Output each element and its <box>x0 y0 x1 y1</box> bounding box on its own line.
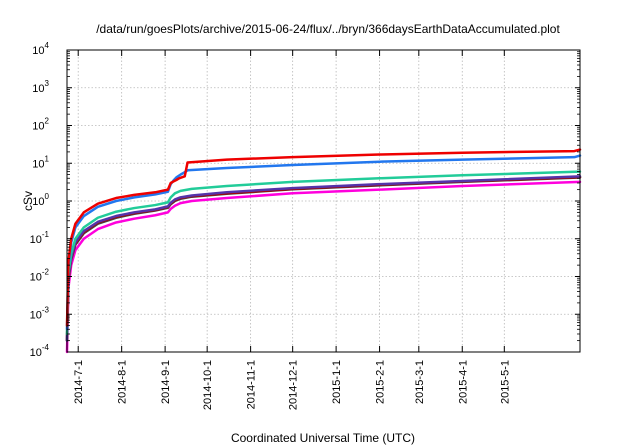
series-group <box>65 148 582 354</box>
x-tick-label: 2015-3-1 <box>414 360 426 404</box>
y-tick-exponent: -2 <box>42 268 50 277</box>
series-line-3 <box>65 175 582 342</box>
y-tick-exponent: 1 <box>45 154 50 163</box>
y-tick-label: 100 <box>32 192 49 208</box>
x-tick-label: 2014-12-1 <box>288 360 300 410</box>
y-tick-exponent: 4 <box>45 41 50 50</box>
series-line-2 <box>65 176 582 342</box>
y-tick-base: 10 <box>32 158 44 170</box>
x-tick-label: 2014-11-1 <box>246 360 258 409</box>
y-tick-label: 101 <box>32 154 49 170</box>
series-line-5 <box>65 170 582 336</box>
x-tick-label: 2015-2-1 <box>375 360 387 404</box>
y-tick-base: 10 <box>30 347 42 359</box>
y-tick-label: 10-4 <box>30 343 50 359</box>
x-tick-label: 2014-7-1 <box>73 360 85 404</box>
y-tick-exponent: 3 <box>45 79 50 88</box>
y-tick-label: 10-3 <box>30 305 50 321</box>
x-tick-label: 2014-8-1 <box>117 360 129 404</box>
y-tick-base: 10 <box>30 272 42 284</box>
y-tick-label: 103 <box>32 79 49 95</box>
x-tick-label: 2015-4-1 <box>457 360 469 404</box>
y-tick-exponent: -3 <box>42 305 50 314</box>
y-tick-label: 102 <box>32 117 49 133</box>
chart-title: /data/run/goesPlots/archive/2015-06-24/f… <box>96 22 560 36</box>
x-tick-label: 2014-10-1 <box>202 360 214 410</box>
y-tick-label: 10-1 <box>30 230 50 246</box>
y-tick-base: 10 <box>32 83 44 95</box>
y-tick-exponent: 0 <box>45 192 50 201</box>
y-tick-base: 10 <box>32 196 44 208</box>
y-tick-label: 10-2 <box>30 268 50 284</box>
y-axis-label: cSv <box>21 191 35 211</box>
y-tick-exponent: 2 <box>45 117 50 126</box>
x-tick-label: 2015-5-1 <box>499 360 511 404</box>
grid <box>67 50 580 352</box>
x-tick-label: 2015-1-1 <box>331 360 343 404</box>
x-axis-label: Coordinated Universal Time (UTC) <box>231 431 415 445</box>
y-tick-base: 10 <box>32 45 44 57</box>
y-tick-base: 10 <box>30 309 42 321</box>
y-tick-label: 104 <box>32 41 49 57</box>
y-tick-base: 10 <box>30 234 42 246</box>
y-tick-exponent: -4 <box>42 343 50 352</box>
y-tick-exponent: -1 <box>42 230 50 239</box>
x-tick-label: 2014-9-1 <box>160 360 172 404</box>
series-line-7 <box>65 148 582 327</box>
x-ticks: 2014-7-1 2014-8-1 2014-9-1 2014-10-1 2014-11… <box>73 50 511 410</box>
series-line-1 <box>65 180 582 354</box>
y-tick-base: 10 <box>32 121 44 133</box>
